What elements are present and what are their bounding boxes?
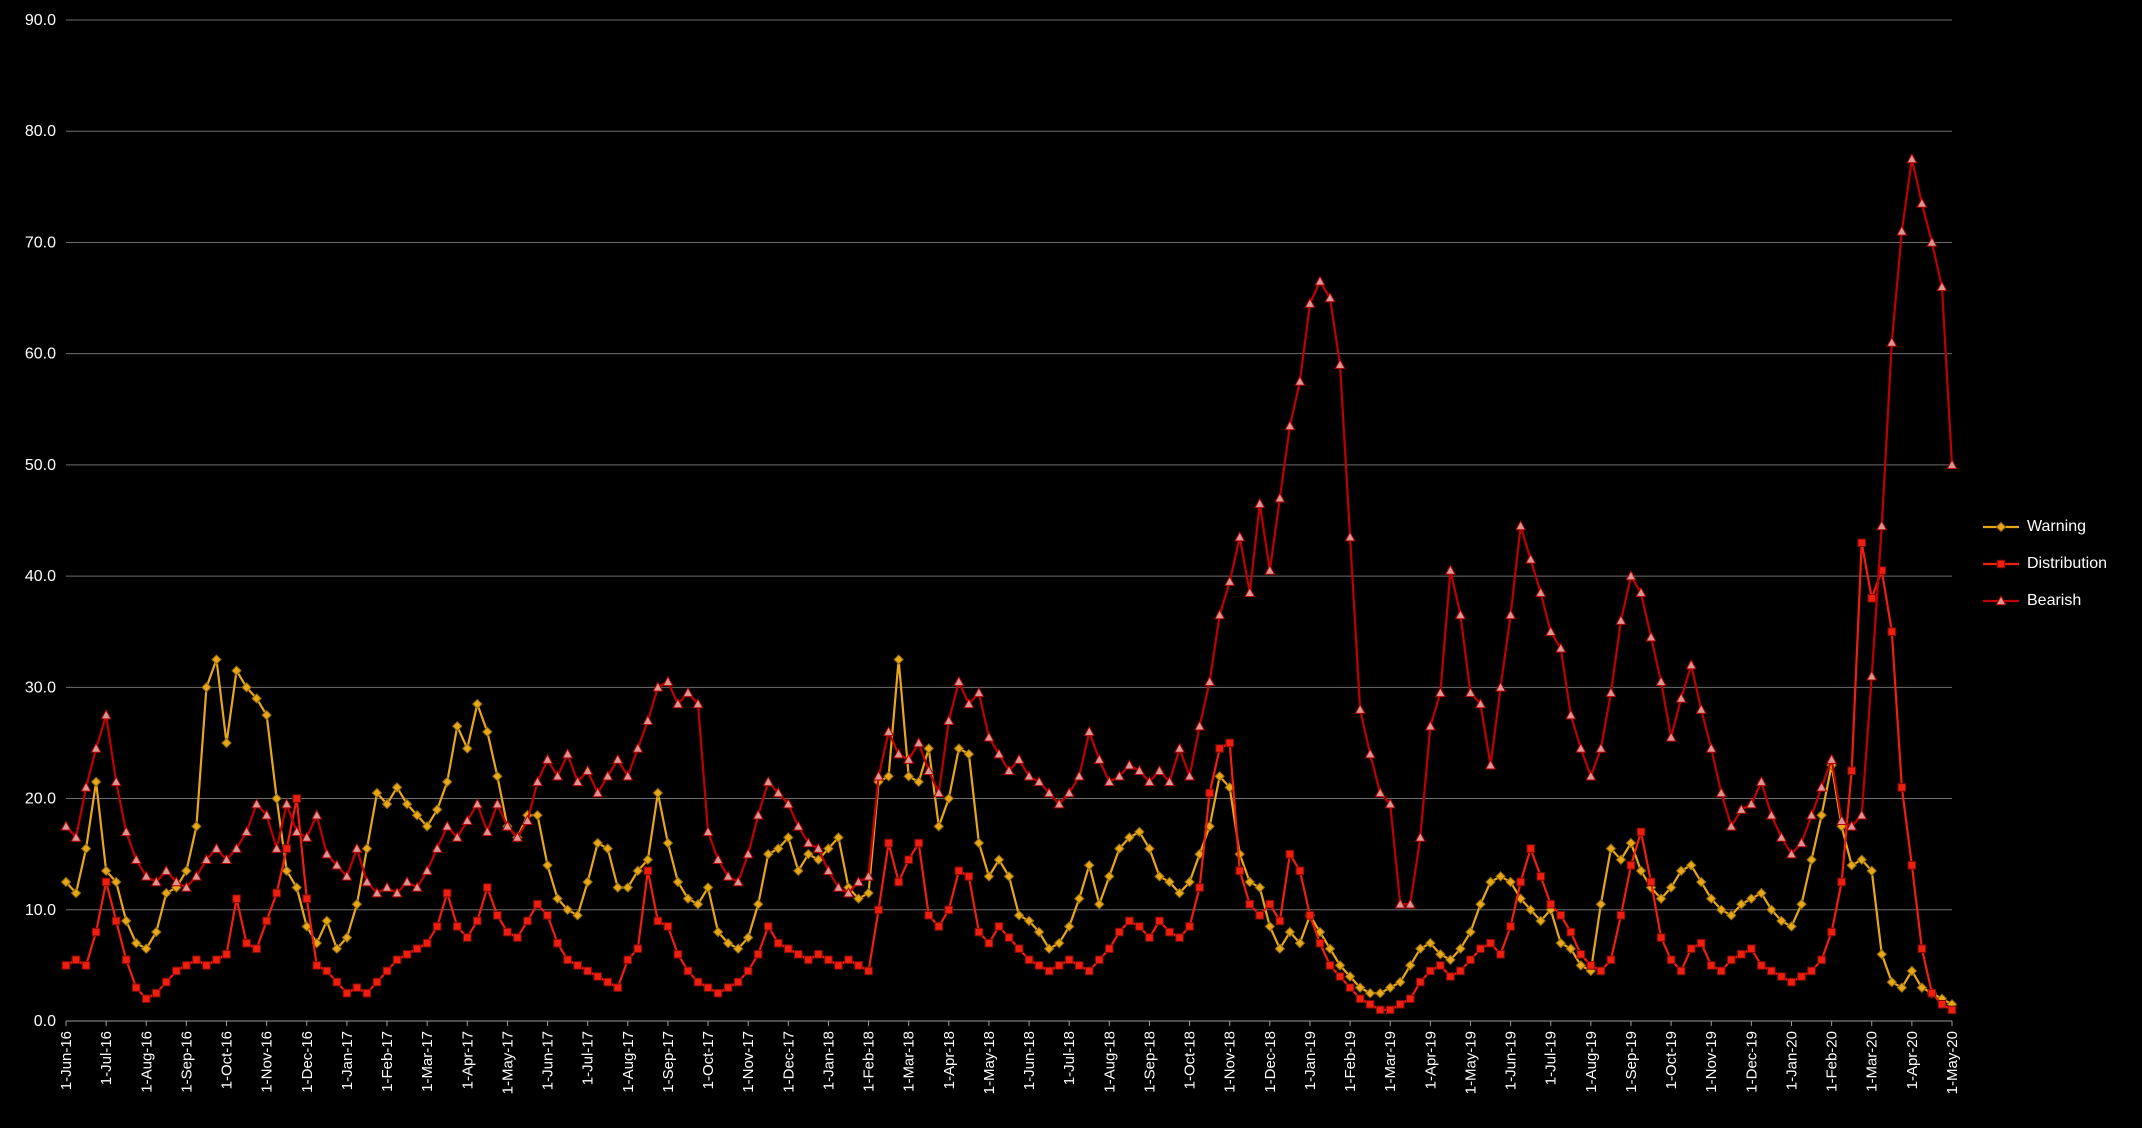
svg-text:1-Dec-16: 1-Dec-16 <box>299 1031 316 1093</box>
svg-text:1-Dec-19: 1-Dec-19 <box>1743 1031 1760 1093</box>
svg-text:1-Jun-17: 1-Jun-17 <box>540 1031 557 1090</box>
svg-text:80.0: 80.0 <box>25 123 56 140</box>
svg-text:0.0: 0.0 <box>34 1013 56 1030</box>
svg-text:1-Apr-17: 1-Apr-17 <box>459 1031 476 1089</box>
svg-text:1-Mar-18: 1-Mar-18 <box>901 1031 918 1092</box>
svg-text:1-Oct-16: 1-Oct-16 <box>219 1031 236 1089</box>
svg-text:1-Apr-20: 1-Apr-20 <box>1904 1031 1921 1089</box>
svg-text:1-Jul-16: 1-Jul-16 <box>98 1031 115 1085</box>
legend-label-distribution: Distribution <box>2027 555 2108 572</box>
svg-text:1-Nov-18: 1-Nov-18 <box>1222 1031 1239 1093</box>
svg-text:70.0: 70.0 <box>25 234 56 251</box>
svg-text:30.0: 30.0 <box>25 679 56 696</box>
svg-text:1-Feb-19: 1-Feb-19 <box>1342 1031 1359 1092</box>
svg-text:1-Sep-16: 1-Sep-16 <box>178 1031 195 1093</box>
svg-text:1-May-17: 1-May-17 <box>499 1031 516 1094</box>
svg-text:1-Jul-18: 1-Jul-18 <box>1061 1031 1078 1085</box>
svg-text:1-Sep-18: 1-Sep-18 <box>1141 1031 1158 1093</box>
svg-text:1-Oct-18: 1-Oct-18 <box>1182 1031 1199 1089</box>
svg-text:1-Feb-20: 1-Feb-20 <box>1824 1031 1841 1092</box>
svg-text:1-Feb-18: 1-Feb-18 <box>861 1031 878 1092</box>
bearish-series-marker-icon <box>1983 594 2019 606</box>
svg-text:20.0: 20.0 <box>25 791 56 808</box>
svg-text:1-Jan-17: 1-Jan-17 <box>339 1031 356 1090</box>
svg-text:1-Sep-19: 1-Sep-19 <box>1623 1031 1640 1093</box>
svg-text:1-Apr-18: 1-Apr-18 <box>941 1031 958 1089</box>
svg-text:1-May-20: 1-May-20 <box>1944 1031 1961 1094</box>
svg-text:1-Aug-19: 1-Aug-19 <box>1583 1031 1600 1093</box>
svg-text:1-Oct-17: 1-Oct-17 <box>700 1031 717 1089</box>
legend-item-distribution: Distribution <box>1982 553 2107 575</box>
svg-text:90.0: 90.0 <box>25 12 56 29</box>
svg-text:1-Jul-17: 1-Jul-17 <box>580 1031 597 1085</box>
svg-text:1-Nov-16: 1-Nov-16 <box>259 1031 276 1093</box>
svg-text:1-Dec-18: 1-Dec-18 <box>1262 1031 1279 1093</box>
svg-text:1-Sep-17: 1-Sep-17 <box>660 1031 677 1093</box>
svg-text:50.0: 50.0 <box>25 457 56 474</box>
svg-text:1-Jan-18: 1-Jan-18 <box>820 1031 837 1090</box>
svg-text:1-Apr-19: 1-Apr-19 <box>1422 1031 1439 1089</box>
svg-text:40.0: 40.0 <box>25 568 56 585</box>
legend: Warning Distribution Bearish <box>1982 516 2107 627</box>
svg-text:1-Mar-19: 1-Mar-19 <box>1382 1031 1399 1092</box>
legend-item-bearish: Bearish <box>1982 590 2107 612</box>
svg-text:1-May-19: 1-May-19 <box>1462 1031 1479 1094</box>
svg-text:10.0: 10.0 <box>25 902 56 919</box>
warning-series-marker-icon <box>1983 521 2019 533</box>
svg-text:1-Jan-20: 1-Jan-20 <box>1783 1031 1800 1090</box>
legend-item-warning: Warning <box>1982 516 2107 538</box>
svg-text:1-Jun-18: 1-Jun-18 <box>1021 1031 1038 1090</box>
svg-text:1-Nov-17: 1-Nov-17 <box>740 1031 757 1093</box>
svg-text:1-Mar-17: 1-Mar-17 <box>419 1031 436 1092</box>
svg-text:1-Aug-16: 1-Aug-16 <box>138 1031 155 1093</box>
legend-label-warning: Warning <box>2027 518 2086 535</box>
legend-label-bearish: Bearish <box>2027 592 2082 609</box>
svg-text:1-Jun-16: 1-Jun-16 <box>58 1031 75 1090</box>
svg-text:1-Jul-19: 1-Jul-19 <box>1543 1031 1560 1085</box>
svg-text:1-Aug-18: 1-Aug-18 <box>1101 1031 1118 1093</box>
svg-text:1-Dec-17: 1-Dec-17 <box>780 1031 797 1093</box>
svg-text:1-Feb-17: 1-Feb-17 <box>379 1031 396 1092</box>
svg-text:1-Jun-19: 1-Jun-19 <box>1503 1031 1520 1090</box>
distribution-series-marker-icon <box>1983 559 2019 569</box>
svg-text:1-Jan-19: 1-Jan-19 <box>1302 1031 1319 1090</box>
svg-text:1-May-18: 1-May-18 <box>981 1031 998 1094</box>
svg-text:1-Mar-20: 1-Mar-20 <box>1864 1031 1881 1092</box>
svg-text:1-Aug-17: 1-Aug-17 <box>620 1031 637 1093</box>
svg-text:1-Oct-19: 1-Oct-19 <box>1663 1031 1680 1089</box>
svg-text:1-Nov-19: 1-Nov-19 <box>1703 1031 1720 1093</box>
svg-text:60.0: 60.0 <box>25 346 56 363</box>
